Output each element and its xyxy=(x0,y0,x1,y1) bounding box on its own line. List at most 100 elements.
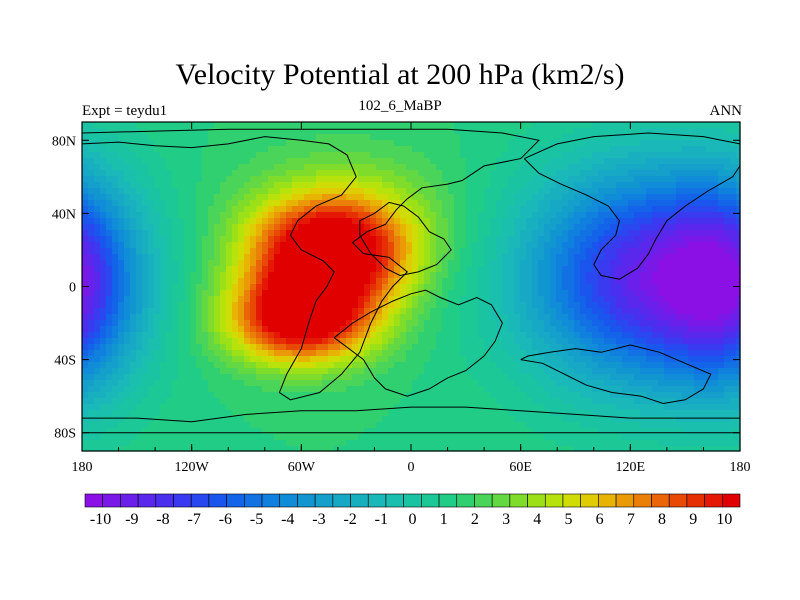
field-cell xyxy=(718,272,725,279)
field-cell xyxy=(310,302,317,309)
field-cell xyxy=(664,350,671,357)
field-cell xyxy=(610,290,617,297)
field-cell xyxy=(220,176,227,183)
field-cell xyxy=(646,224,653,231)
field-cell xyxy=(226,224,233,231)
field-cell xyxy=(514,152,521,159)
field-cell xyxy=(514,254,521,261)
field-cell xyxy=(238,296,245,303)
field-cell xyxy=(676,152,683,159)
field-cell xyxy=(586,308,593,315)
field-cell xyxy=(358,236,365,243)
field-cell xyxy=(604,296,611,303)
field-cell xyxy=(280,188,287,195)
field-cell xyxy=(262,146,269,153)
field-cell xyxy=(184,368,191,375)
field-cell xyxy=(376,296,383,303)
field-cell xyxy=(628,236,635,243)
field-cell xyxy=(466,296,473,303)
field-cell xyxy=(154,254,161,261)
field-cell xyxy=(148,218,155,225)
field-cell xyxy=(670,266,677,273)
field-cell xyxy=(244,152,251,159)
field-cell xyxy=(736,308,741,315)
field-cell xyxy=(166,140,173,147)
field-cell xyxy=(196,284,203,291)
field-cell xyxy=(460,266,467,273)
field-cell xyxy=(556,152,563,159)
field-cell xyxy=(226,308,233,315)
field-cell xyxy=(304,362,311,369)
field-cell xyxy=(712,266,719,273)
field-cell xyxy=(610,188,617,195)
field-cell xyxy=(292,386,299,393)
field-cell xyxy=(568,254,575,261)
field-cell xyxy=(400,254,407,261)
field-cell xyxy=(340,176,347,183)
field-cell xyxy=(346,308,353,315)
field-cell xyxy=(640,338,647,345)
field-cell xyxy=(424,176,431,183)
field-cell xyxy=(400,146,407,153)
field-cell xyxy=(556,362,563,369)
field-cell xyxy=(610,164,617,171)
field-cell xyxy=(286,350,293,357)
field-cell xyxy=(172,158,179,165)
field-cell xyxy=(364,320,371,327)
field-cell xyxy=(556,236,563,243)
field-cell xyxy=(340,302,347,309)
field-cell xyxy=(262,248,269,255)
field-cell xyxy=(370,284,377,291)
field-cell xyxy=(172,266,179,273)
field-cell xyxy=(250,314,257,321)
field-cell xyxy=(124,230,131,237)
field-cell xyxy=(202,320,209,327)
field-cell xyxy=(430,140,437,147)
field-cell xyxy=(208,152,215,159)
field-cell xyxy=(268,242,275,249)
field-cell xyxy=(250,386,257,393)
field-cell xyxy=(124,290,131,297)
field-cell xyxy=(172,254,179,261)
field-cell xyxy=(178,344,185,351)
field-cell xyxy=(616,374,623,381)
field-cell xyxy=(208,368,215,375)
field-cell xyxy=(430,128,437,135)
field-cell xyxy=(478,374,485,381)
field-cell xyxy=(148,170,155,177)
field-cell xyxy=(358,302,365,309)
field-cell xyxy=(190,278,197,285)
field-cell xyxy=(214,284,221,291)
field-cell xyxy=(652,296,659,303)
field-cell xyxy=(562,308,569,315)
field-cell xyxy=(700,134,707,141)
field-cell xyxy=(154,374,161,381)
field-cell xyxy=(190,314,197,321)
field-cell xyxy=(334,206,341,213)
field-cell xyxy=(424,242,431,249)
field-cell xyxy=(184,320,191,327)
field-cell xyxy=(460,164,467,171)
field-cell xyxy=(736,344,741,351)
field-cell xyxy=(172,194,179,201)
field-cell xyxy=(712,146,719,153)
field-cell xyxy=(430,296,437,303)
field-cell xyxy=(112,134,119,141)
field-cell xyxy=(718,212,725,219)
field-cell xyxy=(484,146,491,153)
field-cell xyxy=(700,230,707,237)
field-cell xyxy=(670,290,677,297)
field-cell xyxy=(610,242,617,249)
field-cell xyxy=(172,152,179,159)
field-cell xyxy=(160,224,167,231)
field-cell xyxy=(502,182,509,189)
field-cell xyxy=(406,326,413,333)
field-cell xyxy=(406,146,413,153)
field-cell xyxy=(514,206,521,213)
field-cell xyxy=(250,134,257,141)
field-cell xyxy=(394,176,401,183)
field-cell xyxy=(622,230,629,237)
field-cell xyxy=(700,284,707,291)
field-cell xyxy=(406,290,413,297)
field-cell xyxy=(286,386,293,393)
